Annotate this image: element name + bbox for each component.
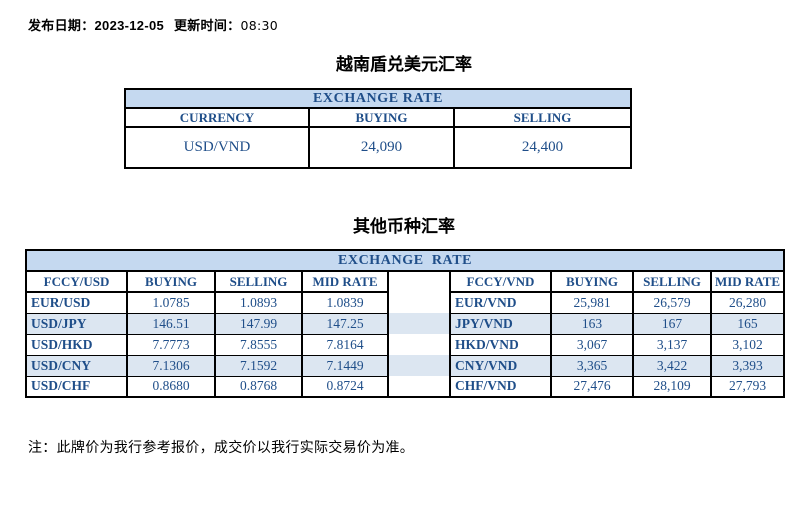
selling-cell: 167 — [632, 312, 712, 335]
buying-cell: 27,476 — [550, 375, 634, 398]
table-row: USD/VND 24,090 24,400 — [124, 126, 633, 169]
pair-cell: USD/CNY — [25, 354, 128, 377]
buying-cell: 1.0785 — [126, 291, 216, 314]
pair-cell: USD/HKD — [25, 333, 128, 356]
publish-info-line: 发布日期：2023-12-05 更新时间：08:30 — [28, 15, 278, 34]
spacer-column — [387, 334, 451, 355]
publish-date-value: 2023-12-05 — [94, 18, 165, 33]
midrate-cell: 147.25 — [301, 312, 389, 335]
pair-cell: USD/JPY — [25, 312, 128, 335]
usd-vnd-table-header: EXCHANGE RATE — [123, 88, 633, 109]
usd-vnd-rate-table: EXCHANGE RATE CURRENCY BUYING SELLING US… — [123, 88, 633, 169]
col-header-selling: SELLING — [452, 107, 633, 128]
usd-vnd-section-title: 越南盾兑美元汇率 — [336, 55, 472, 74]
table-row: USD/HKD 7.7773 7.8555 7.8164 HKD/VND 3,0… — [25, 333, 786, 356]
other-currencies-section-title: 其他币种汇率 — [353, 217, 455, 236]
disclaimer-note: 注：此牌价为我行参考报价，成交价以我行实际交易价为准。 — [28, 439, 415, 455]
selling-cell: 147.99 — [214, 312, 303, 335]
midrate-cell: 0.8724 — [301, 375, 389, 398]
midrate-cell: 3,102 — [709, 333, 786, 356]
midrate-cell: 7.8164 — [301, 333, 389, 356]
buying-cell: 146.51 — [126, 312, 216, 335]
selling-cell: 0.8768 — [214, 375, 303, 398]
selling-cell: 3,422 — [632, 354, 712, 377]
pair-cell: USD/CHF — [25, 375, 128, 398]
col-header-buying: BUYING — [308, 107, 455, 128]
selling-cell: 28,109 — [632, 375, 712, 398]
pair-cell: JPY/VND — [449, 312, 552, 335]
table-row: USD/CHF 0.8680 0.8768 0.8724 CHF/VND 27,… — [25, 375, 786, 398]
other-table-header: EXCHANGE RATE — [24, 249, 786, 272]
currency-pair-cell: USD/VND — [124, 126, 310, 169]
spacer-column — [387, 313, 451, 334]
publish-date-label: 发布日期： — [28, 18, 95, 33]
pair-cell: HKD/VND — [449, 333, 552, 356]
spacer-column — [387, 292, 451, 313]
col-header-buying-usd: BUYING — [126, 270, 216, 293]
midrate-cell: 27,793 — [709, 375, 786, 398]
table-row: EUR/USD 1.0785 1.0893 1.0839 EUR/VND 25,… — [25, 291, 786, 314]
col-header-selling-usd: SELLING — [214, 270, 303, 293]
pair-cell: CNY/VND — [449, 354, 552, 377]
midrate-cell: 165 — [709, 312, 786, 335]
other-currencies-rate-table: EXCHANGE RATE FCCY/USD BUYING SELLING MI… — [24, 249, 786, 398]
buying-cell: 7.1306 — [126, 354, 216, 377]
spacer-column — [387, 355, 451, 376]
spacer-column — [387, 270, 451, 292]
col-header-buying-vnd: BUYING — [550, 270, 634, 293]
col-header-fccy-usd: FCCY/USD — [25, 270, 128, 293]
pair-cell: EUR/VND — [449, 291, 552, 314]
midrate-cell: 1.0839 — [301, 291, 389, 314]
buying-rate-cell: 24,090 — [308, 126, 455, 169]
pair-cell: EUR/USD — [25, 291, 128, 314]
buying-cell: 0.8680 — [126, 375, 216, 398]
selling-cell: 3,137 — [632, 333, 712, 356]
col-header-selling-vnd: SELLING — [632, 270, 712, 293]
buying-cell: 163 — [550, 312, 634, 335]
midrate-cell: 7.1449 — [301, 354, 389, 377]
col-header-midrate-vnd: MID RATE — [709, 270, 786, 293]
table-row: USD/JPY 146.51 147.99 147.25 JPY/VND 163… — [25, 312, 786, 335]
selling-cell: 7.8555 — [214, 333, 303, 356]
col-header-fccy-vnd: FCCY/VND — [449, 270, 552, 293]
selling-cell: 7.1592 — [214, 354, 303, 377]
update-time-label: 更新时间： — [173, 18, 241, 33]
col-header-midrate-usd: MID RATE — [301, 270, 389, 293]
col-header-currency: CURRENCY — [124, 107, 310, 128]
midrate-cell: 3,393 — [709, 354, 786, 377]
spacer-column — [387, 376, 451, 397]
pair-cell: CHF/VND — [449, 375, 552, 398]
selling-rate-cell: 24,400 — [452, 126, 633, 169]
buying-cell: 25,981 — [550, 291, 634, 314]
buying-cell: 7.7773 — [126, 333, 216, 356]
table-row: USD/CNY 7.1306 7.1592 7.1449 CNY/VND 3,3… — [25, 354, 786, 377]
update-time-value: 08:30 — [240, 18, 278, 33]
buying-cell: 3,067 — [550, 333, 634, 356]
midrate-cell: 26,280 — [709, 291, 786, 314]
selling-cell: 26,579 — [632, 291, 712, 314]
buying-cell: 3,365 — [550, 354, 634, 377]
selling-cell: 1.0893 — [214, 291, 303, 314]
